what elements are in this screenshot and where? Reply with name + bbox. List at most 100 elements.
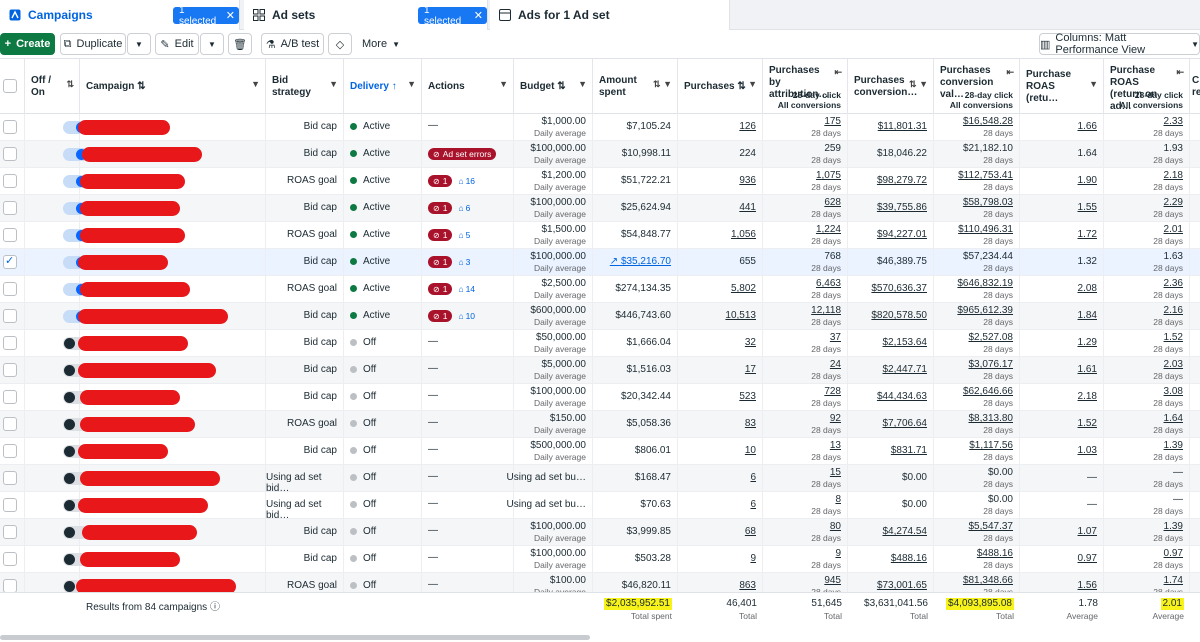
- purchases-conversion-value[interactable]: $44,434.63: [876, 391, 927, 402]
- purchases-value[interactable]: 10,513: [725, 310, 756, 321]
- redacted-campaign-name[interactable]: [78, 120, 170, 135]
- table-row[interactable]: Bid cap Active ⊘ Ad set errors $100,000.00 Da…: [0, 141, 1200, 168]
- campaign-name-cell[interactable]: [80, 141, 266, 168]
- purchases-conversion-value-attr[interactable]: $5,547.37: [968, 521, 1014, 532]
- error-count-badge[interactable]: ⊘ 1: [428, 202, 453, 214]
- purchases-attribution-value[interactable]: 15: [829, 467, 841, 478]
- col-bid-strategy[interactable]: Bid strategy ▼: [266, 59, 344, 115]
- collapse-icon[interactable]: ⇤: [834, 67, 842, 77]
- chevron-down-icon[interactable]: ▼: [578, 79, 587, 89]
- purchase-roas-value[interactable]: 1.55: [1077, 202, 1097, 213]
- row-checkbox[interactable]: [3, 120, 17, 134]
- purchases-attribution-value[interactable]: 1,224: [815, 224, 841, 235]
- error-count-badge[interactable]: ⊘ 1: [428, 175, 453, 187]
- purchases-conversion-value-attr[interactable]: $112,753.41: [958, 170, 1013, 181]
- redacted-campaign-name[interactable]: [82, 525, 197, 540]
- sort-up-icon[interactable]: ↑: [391, 81, 397, 92]
- tab-campaigns[interactable]: Campaigns 1 selected ✕: [0, 0, 240, 30]
- purchase-roas-value[interactable]: 1.72: [1077, 229, 1097, 240]
- purchases-conversion-value-attr[interactable]: $488.16: [976, 548, 1013, 559]
- row-checkbox[interactable]: [3, 390, 17, 404]
- redacted-campaign-name[interactable]: [80, 228, 185, 243]
- purchase-roas-value[interactable]: 1.61: [1077, 364, 1097, 375]
- collapse-icon[interactable]: ⇤: [1176, 67, 1184, 77]
- row-checkbox[interactable]: [3, 282, 17, 296]
- purchase-roas-value[interactable]: 1.56: [1077, 580, 1097, 591]
- purchases-conversion-value[interactable]: $2,153.64: [882, 337, 928, 348]
- purchases-attribution-value[interactable]: 628: [824, 197, 841, 208]
- purchases-conversion-value-attr[interactable]: $965,612.39: [957, 305, 1013, 316]
- redacted-campaign-name[interactable]: [82, 147, 202, 162]
- purchases-attribution-value[interactable]: 13: [829, 440, 841, 451]
- sort-icon[interactable]: ⇅: [66, 79, 74, 89]
- purchases-conversion-value[interactable]: $820,578.50: [871, 310, 927, 321]
- purchases-value[interactable]: 83: [744, 418, 756, 429]
- col-actions[interactable]: Actions ▼: [422, 59, 514, 115]
- col-purchase-roas-attribution[interactable]: Purchase ROAS (return on ad… ⇤ 28-day clic…: [1104, 59, 1190, 115]
- tag-button[interactable]: ◇: [328, 33, 352, 55]
- table-row[interactable]: Using ad set bid… Off — Using ad set bu… $70…: [0, 492, 1200, 521]
- col-budget[interactable]: Budget ⇅ ▼: [514, 59, 593, 115]
- chevron-down-icon[interactable]: ▼: [748, 79, 757, 89]
- purchase-roas-attr-value[interactable]: 2.18: [1163, 170, 1183, 181]
- purchase-roas-value[interactable]: 2.08: [1077, 283, 1097, 294]
- row-checkbox[interactable]: [3, 309, 17, 323]
- purchases-attribution-value[interactable]: 24: [829, 359, 841, 370]
- campaign-name-cell[interactable]: [78, 249, 266, 276]
- table-row[interactable]: Using ad set bid… Off — Using ad set bu… $16…: [0, 465, 1200, 494]
- campaign-name-cell[interactable]: [78, 492, 266, 519]
- campaign-name-cell[interactable]: [80, 519, 266, 546]
- redacted-campaign-name[interactable]: [76, 579, 236, 594]
- row-checkbox[interactable]: [3, 552, 17, 566]
- amount-spent-value[interactable]: ↗ $35,216.70: [610, 256, 671, 268]
- purchases-value[interactable]: 17: [744, 364, 756, 375]
- clear-selection-icon[interactable]: ✕: [225, 10, 235, 22]
- campaign-name-cell[interactable]: [78, 114, 266, 141]
- row-checkbox[interactable]: [3, 498, 17, 512]
- purchases-attribution-value[interactable]: 6,463: [815, 278, 841, 289]
- row-checkbox[interactable]: [3, 579, 17, 593]
- error-count-badge[interactable]: ⊘ 1: [428, 310, 453, 322]
- row-checkbox[interactable]: [3, 254, 17, 269]
- purchases-conversion-value[interactable]: $831.71: [890, 445, 927, 456]
- purchases-attribution-value[interactable]: 12,118: [811, 305, 841, 316]
- table-row[interactable]: ROAS goal Active ⊘ 1 ⌂ 16 $1,200.00 Daily avera…: [0, 168, 1200, 195]
- redacted-campaign-name[interactable]: [80, 174, 185, 189]
- table-row[interactable]: Bid cap Off — $500,000.00 Daily average $806.…: [0, 438, 1200, 465]
- purchases-conversion-value-attr[interactable]: $8,313.80: [968, 413, 1014, 424]
- purchases-attribution-value[interactable]: 37: [829, 332, 841, 343]
- purchase-roas-attr-value[interactable]: 1.74: [1163, 575, 1183, 586]
- actions-value[interactable]: ⊘ 1 ⌂ 16: [428, 175, 475, 187]
- tab-ads[interactable]: Ads for 1 Ad set: [490, 0, 730, 30]
- info-icon[interactable]: ⓘ: [209, 602, 220, 613]
- row-checkbox[interactable]: [3, 417, 17, 431]
- purchases-attribution-value[interactable]: 728: [824, 386, 841, 397]
- campaign-name-cell[interactable]: [80, 222, 266, 249]
- purchase-roas-attr-value[interactable]: 2.01: [1163, 224, 1183, 235]
- ad-sets-selected-badge[interactable]: 1 selected ✕: [418, 5, 487, 27]
- sort-icon[interactable]: ⇅: [737, 81, 746, 92]
- purchase-roas-value[interactable]: 1.29: [1077, 337, 1097, 348]
- purchases-conversion-value[interactable]: $11,801.31: [877, 121, 927, 132]
- collapse-icon[interactable]: ⇤: [1006, 67, 1014, 77]
- purchases-value[interactable]: 5,802: [730, 283, 756, 294]
- redacted-campaign-name[interactable]: [78, 363, 216, 378]
- campaign-name-cell[interactable]: [78, 303, 266, 330]
- campaigns-selected-badge[interactable]: 1 selected ✕: [173, 5, 239, 27]
- col-purchases-conversion-value[interactable]: Purchases conversion val… ⇤ 28-day click Al…: [934, 59, 1020, 115]
- redacted-campaign-name[interactable]: [80, 417, 195, 432]
- purchases-value[interactable]: 6: [750, 499, 756, 510]
- col-purchases[interactable]: Purchases ⇅ ▼: [678, 59, 763, 115]
- purchase-roas-attr-value[interactable]: 2.16: [1163, 305, 1183, 316]
- purchases-attribution-value[interactable]: 945: [824, 575, 841, 586]
- row-checkbox[interactable]: [3, 201, 17, 215]
- sort-icon[interactable]: ⇅: [557, 81, 566, 92]
- campaign-name-cell[interactable]: [80, 384, 266, 411]
- table-row[interactable]: Bid cap Off — $100,000.00 Daily average $503.…: [0, 546, 1200, 573]
- error-count-badge[interactable]: ⊘ 1: [428, 256, 453, 268]
- purchase-roas-attr-value[interactable]: 1.52: [1163, 332, 1183, 343]
- chevron-down-icon[interactable]: ▼: [499, 79, 508, 89]
- tab-ad-sets[interactable]: Ad sets 1 selected ✕: [244, 0, 488, 30]
- purchase-roas-attr-value[interactable]: 1.64: [1163, 413, 1183, 424]
- row-checkbox[interactable]: [3, 228, 17, 242]
